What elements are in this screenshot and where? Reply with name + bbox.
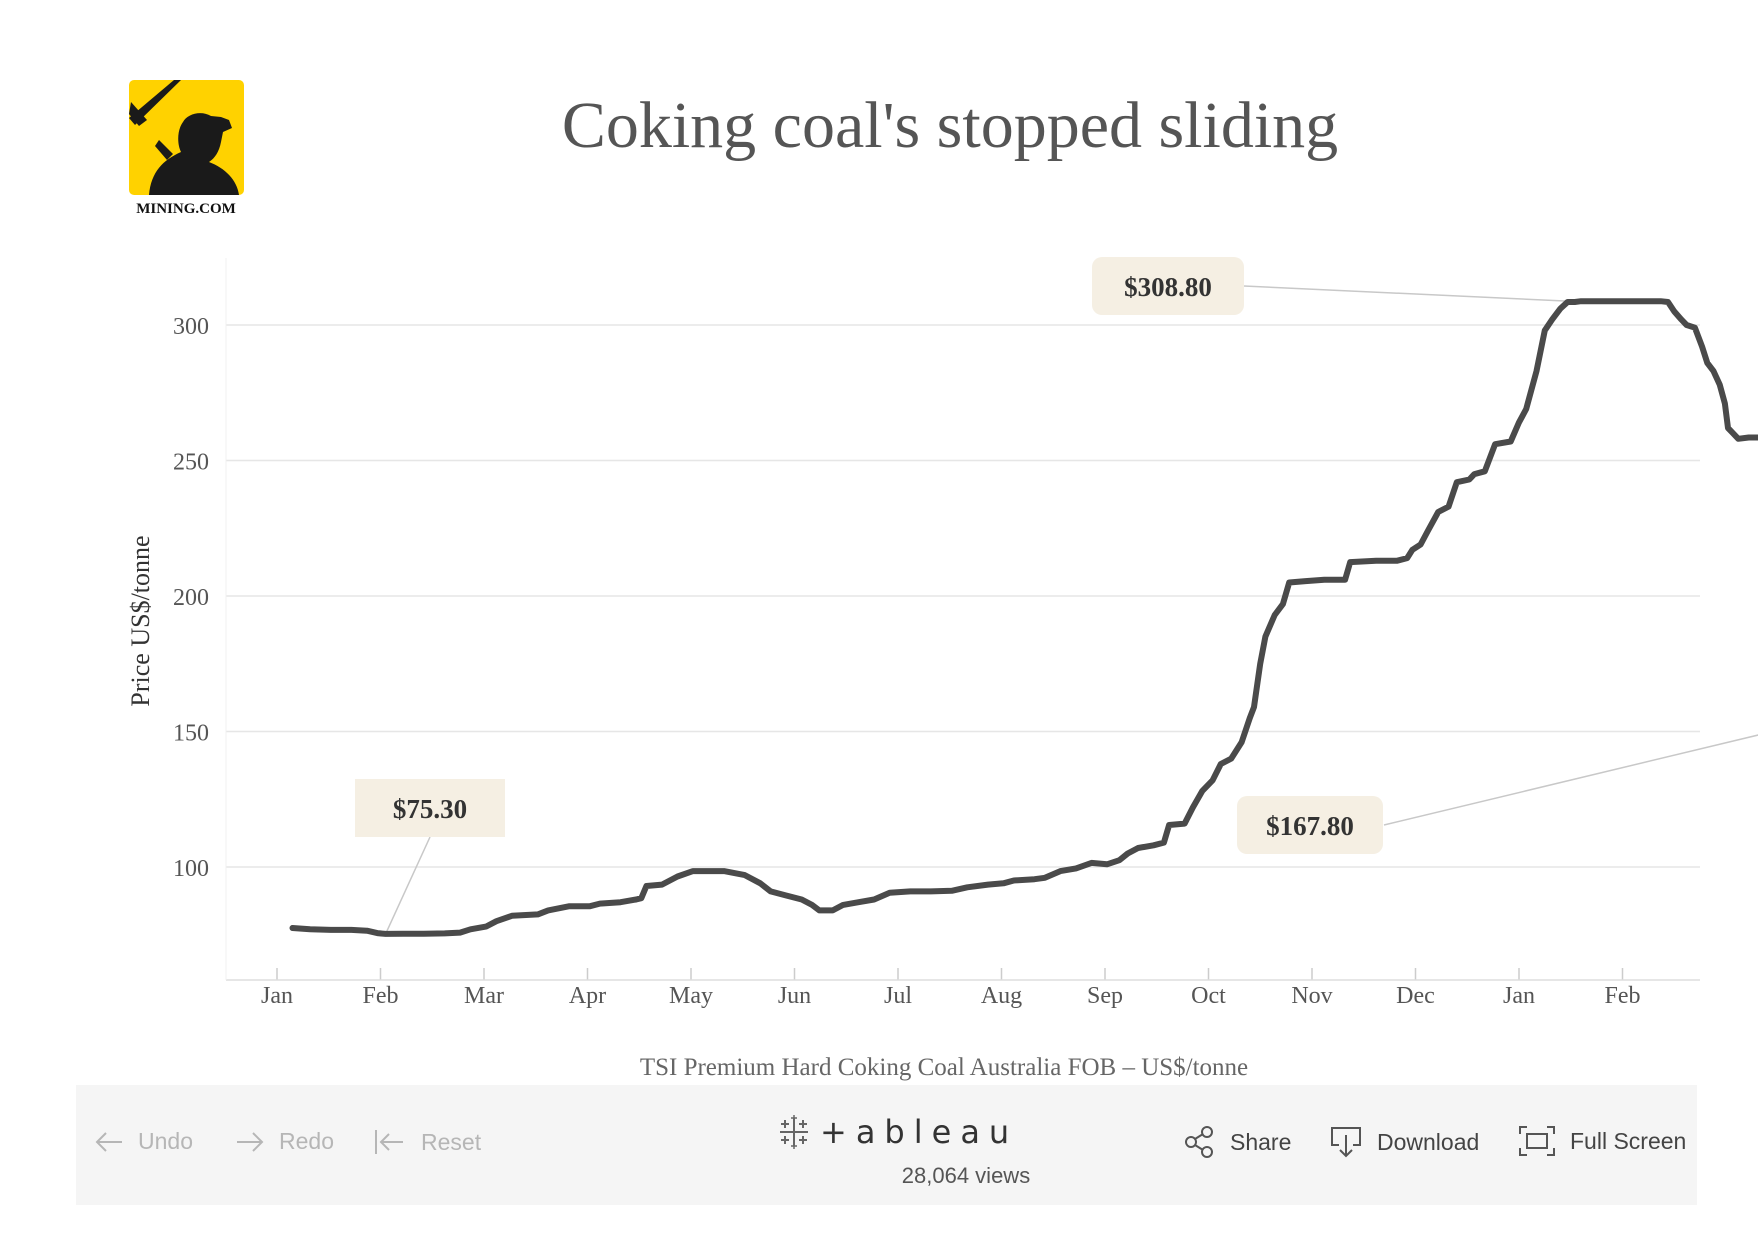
- redo-button[interactable]: Redo: [235, 1128, 334, 1155]
- share-label: Share: [1230, 1128, 1292, 1155]
- callout-leader-line: [384, 836, 431, 935]
- y-tick-label: 250: [173, 450, 209, 476]
- y-tick-label: 100: [173, 856, 209, 882]
- x-axis-ticks: Jan Feb Mar Apr May Jun Jul Aug Sep Oct Nov Dec Jan F…: [261, 968, 1641, 1009]
- logo-text: MINING.COM: [136, 201, 236, 217]
- x-tick-label: Apr: [569, 983, 606, 1009]
- callout-box: [1092, 257, 1244, 315]
- arrow-left-icon: [95, 1131, 122, 1152]
- chart-caption: TSI Premium Hard Coking Coal Australia F…: [639, 1054, 1249, 1081]
- tableau-wordmark: +ableau: [820, 1113, 1019, 1151]
- mining-com-logo: MINING.COM: [129, 80, 244, 220]
- grid-lines: [226, 324, 1700, 868]
- y-axis-ticks: 100 150 200 250 300: [173, 314, 209, 882]
- tableau-cross-icon: [780, 1115, 808, 1149]
- callout-leader-line: [1383, 734, 1758, 826]
- redo-label: Redo: [279, 1128, 334, 1154]
- reset-label: Reset: [421, 1128, 482, 1155]
- callout-label: $167.80: [1266, 811, 1354, 841]
- share-icon: [1185, 1126, 1213, 1158]
- price-series-line: [289, 298, 1758, 937]
- view-count: 28,064 views: [901, 1163, 1031, 1188]
- x-tick-label: Jan: [1503, 983, 1535, 1009]
- x-tick-label: Mar: [464, 983, 504, 1009]
- reset-arrow-icon: [375, 1130, 403, 1154]
- miner-pickaxe-logo-icon: MINING.COM: [129, 80, 244, 217]
- x-tick-label: Nov: [1291, 983, 1332, 1009]
- x-tick-label: Dec: [1396, 983, 1435, 1009]
- callout-box: [1237, 796, 1383, 854]
- tableau-toolbar: Undo Redo Reset +ableau 28,064 views: [76, 1085, 1697, 1205]
- download-label: Download: [1377, 1128, 1480, 1155]
- callout-box: [355, 779, 505, 837]
- download-button[interactable]: Download: [1329, 1125, 1479, 1159]
- chart-title: Coking coal's stopped sliding: [561, 89, 1339, 162]
- tableau-brand[interactable]: +ableau: [776, 1113, 1018, 1151]
- line-chart: 100 150 200 250 300 Jan Feb Mar Apr May Jun Jul Aug…: [126, 257, 1758, 1009]
- arrow-right-icon: [237, 1131, 264, 1152]
- x-tick-label: Sep: [1087, 983, 1123, 1009]
- x-tick-label: Aug: [981, 983, 1022, 1009]
- x-tick-label: Jul: [884, 983, 912, 1009]
- y-tick-label: 150: [173, 721, 209, 747]
- callout-leader-line: [1243, 285, 1568, 302]
- x-tick-label: Jun: [778, 983, 811, 1009]
- full-screen-button[interactable]: Full Screen: [1518, 1125, 1686, 1157]
- reset-button[interactable]: Reset: [373, 1128, 481, 1156]
- undo-label: Undo: [138, 1128, 193, 1154]
- x-tick-label: Jan: [261, 983, 293, 1009]
- x-tick-label: Oct: [1191, 983, 1226, 1009]
- callouts: $75.30 $308.80 $167.80: [355, 257, 1383, 854]
- full-screen-icon: [1519, 1126, 1555, 1156]
- y-axis-label: Price US$/tonne: [126, 535, 155, 706]
- undo-button[interactable]: Undo: [94, 1128, 193, 1155]
- x-tick-label: May: [669, 983, 713, 1009]
- y-tick-label: 200: [173, 585, 209, 611]
- callout-label: $308.80: [1124, 272, 1212, 302]
- full-screen-label: Full Screen: [1570, 1127, 1687, 1154]
- download-icon: [1331, 1127, 1361, 1158]
- callout-label: $75.30: [393, 794, 467, 824]
- x-tick-label: Feb: [1605, 983, 1641, 1009]
- callout-leader-lines: [384, 285, 1758, 935]
- y-tick-label: 300: [173, 314, 209, 340]
- share-button[interactable]: Share: [1184, 1125, 1291, 1159]
- x-tick-label: Feb: [363, 983, 399, 1009]
